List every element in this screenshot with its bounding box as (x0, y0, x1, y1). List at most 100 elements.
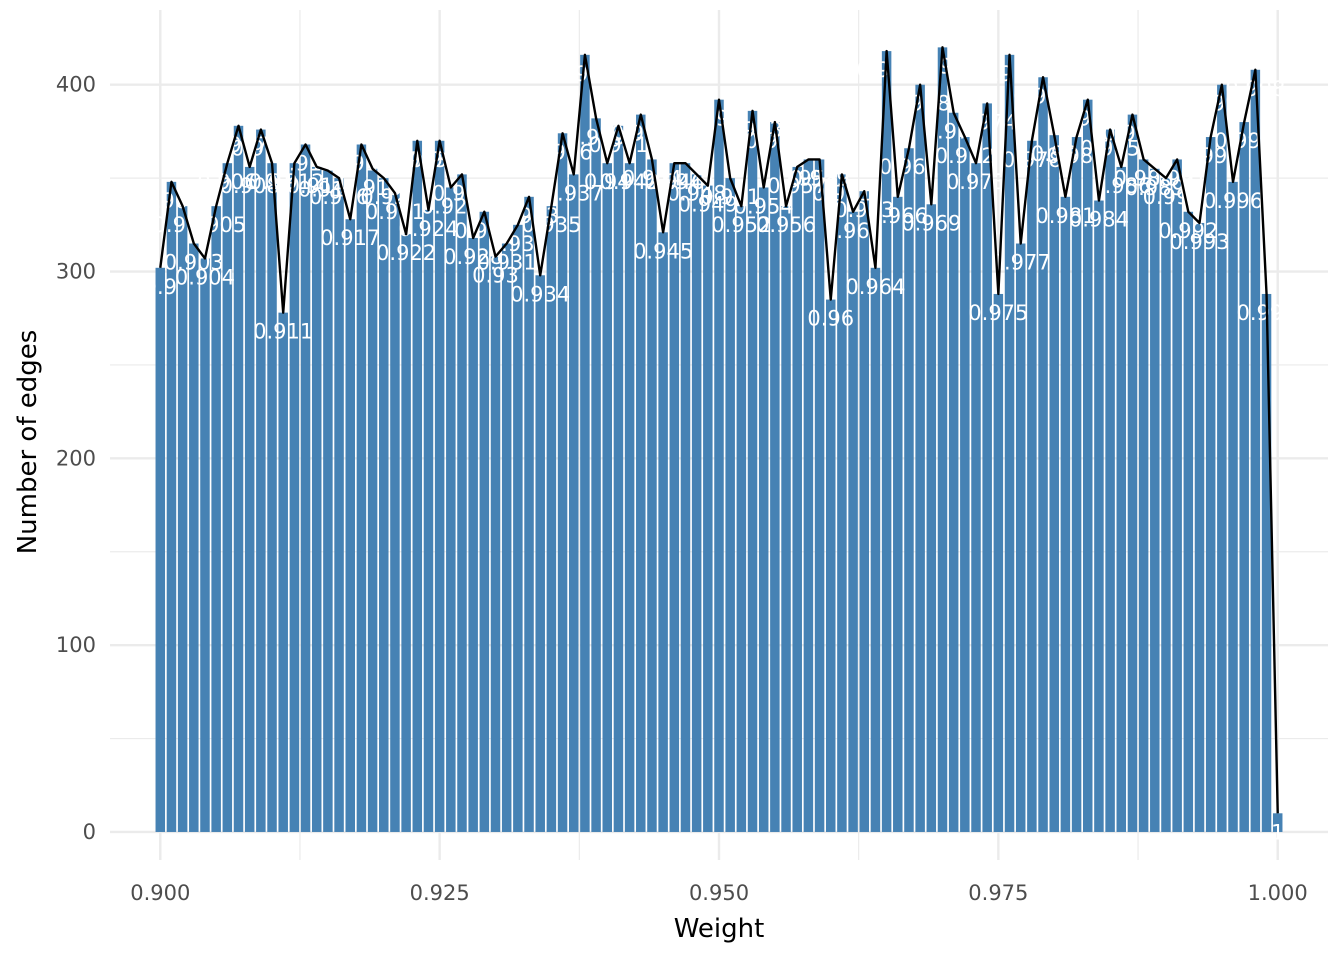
bar-data-label: 0.942 (600, 170, 660, 194)
histogram-bar (613, 125, 624, 832)
histogram-bar (758, 187, 769, 832)
bar-data-label: 0.975 (968, 301, 1028, 325)
bar-data-label: 0.958 (778, 166, 838, 190)
histogram-bar (870, 267, 881, 832)
histogram-bar (960, 137, 970, 832)
bar-data-label: 0.908 (220, 174, 280, 198)
histogram-bar (669, 163, 680, 832)
histogram-bar (233, 125, 244, 832)
histogram-bar (278, 312, 288, 832)
histogram-bar (334, 178, 344, 832)
y-tick-label: 0 (83, 820, 96, 844)
x-tick-label: 1.000 (1248, 881, 1308, 905)
histogram-bar (1105, 129, 1115, 832)
histogram-bar (714, 99, 724, 832)
histogram-bar (490, 256, 501, 832)
histogram-bar (423, 209, 434, 832)
bar-data-label: 0.913 (275, 152, 335, 176)
histogram-bar (1194, 222, 1205, 832)
bar-data-label: 0.956 (756, 213, 816, 237)
histogram-bar (1094, 200, 1104, 832)
bar-data-label: 0.934 (510, 282, 570, 306)
bar-data-label: 0.909 (231, 137, 291, 161)
x-axis-title: Weight (674, 914, 765, 944)
bars (155, 47, 1283, 832)
bar-data-label: 0.915 (298, 178, 358, 202)
histogram-bar (390, 193, 400, 832)
histogram-bar (691, 174, 702, 832)
bar-data-label: 0.945 (633, 239, 693, 263)
bar-data-label: 0.921 (365, 200, 425, 224)
bar-data-label: 0.993 (1169, 230, 1229, 254)
bar-data-label: 0.99 (1143, 185, 1190, 209)
histogram-bar (1161, 178, 1171, 832)
histogram-bar (568, 174, 579, 832)
histogram-bar (524, 196, 534, 832)
histogram-bar (244, 166, 255, 832)
bar-data-label: 0.96 (807, 307, 854, 331)
bar-data-label: 0.951 (700, 185, 760, 209)
histogram-bar (1205, 137, 1216, 832)
bar-data-label: 0.995 (1192, 92, 1252, 116)
histogram-bar (546, 206, 557, 832)
histogram-bar (1138, 159, 1149, 832)
histogram-bar (189, 243, 199, 832)
histogram-bar (825, 299, 836, 832)
histogram-bar (658, 232, 668, 832)
histogram-bar (1261, 293, 1272, 832)
y-tick-label: 400 (56, 73, 96, 97)
histogram-bar (1172, 159, 1182, 832)
histogram-bar (803, 159, 814, 832)
histogram-bar (636, 114, 646, 832)
bar-data-label: 0.901 (141, 189, 201, 213)
histogram-bar (837, 174, 847, 832)
bar-data-label: 0.929 (454, 219, 514, 243)
bar-data-label: 0.9 (144, 275, 177, 299)
histogram-bar (401, 234, 411, 832)
y-axis-title: Number of edges (13, 330, 43, 555)
histogram-bar (289, 163, 300, 832)
histogram-bar (557, 133, 568, 832)
histogram-bar (770, 122, 780, 832)
bar-data-label: 0.981 (1035, 204, 1095, 228)
bar-data-label: 0.98 (1031, 142, 1078, 166)
y-tick-label: 300 (56, 260, 96, 284)
x-tick-label: 0.925 (410, 881, 470, 905)
histogram-bar (345, 219, 355, 832)
histogram-bar (412, 140, 423, 832)
histogram-bar (166, 181, 177, 832)
bar-data-label: 0.962 (823, 219, 883, 243)
histogram-bar (446, 187, 456, 832)
histogram-bar (680, 163, 691, 832)
histogram-bar (1239, 122, 1249, 832)
histogram-bar (1083, 99, 1093, 832)
x-tick-label: 0.950 (689, 881, 749, 905)
x-axis-ticks: 0.900 0.925 0.950 0.975 1.000 (130, 881, 1308, 905)
histogram-bar (725, 178, 735, 832)
bar-data-label: 0.984 (1069, 208, 1129, 232)
histogram-bar (267, 163, 277, 832)
bar-data-label: 0.964 (845, 275, 905, 299)
histogram-bar (893, 196, 903, 832)
histogram-bar (1049, 135, 1059, 832)
histogram-bar (211, 206, 221, 832)
bar-data-label: 0.988 (1114, 166, 1174, 190)
bar-data-label: 0.95 (696, 107, 743, 131)
bar-data-label: 0.922 (376, 241, 436, 265)
histogram-bar (311, 166, 322, 832)
histogram-bar (155, 267, 166, 832)
histogram-bar (747, 110, 758, 832)
bar-data-label: 0.902 (153, 213, 213, 237)
histogram-bar (177, 206, 188, 832)
histogram-bar (1004, 54, 1015, 832)
histogram-bar (468, 237, 478, 832)
histogram-bar (1217, 84, 1227, 832)
bar-data-label: 0.952 (711, 213, 771, 237)
bar-data-label: 0.927 (432, 181, 492, 205)
bar-data-label: 0.954 (734, 194, 794, 218)
histogram-bar (971, 163, 981, 832)
bar-data-label: 0.941 (588, 133, 648, 157)
histogram-bar (1060, 196, 1071, 832)
bar-data-label: 0.935 (521, 213, 581, 237)
